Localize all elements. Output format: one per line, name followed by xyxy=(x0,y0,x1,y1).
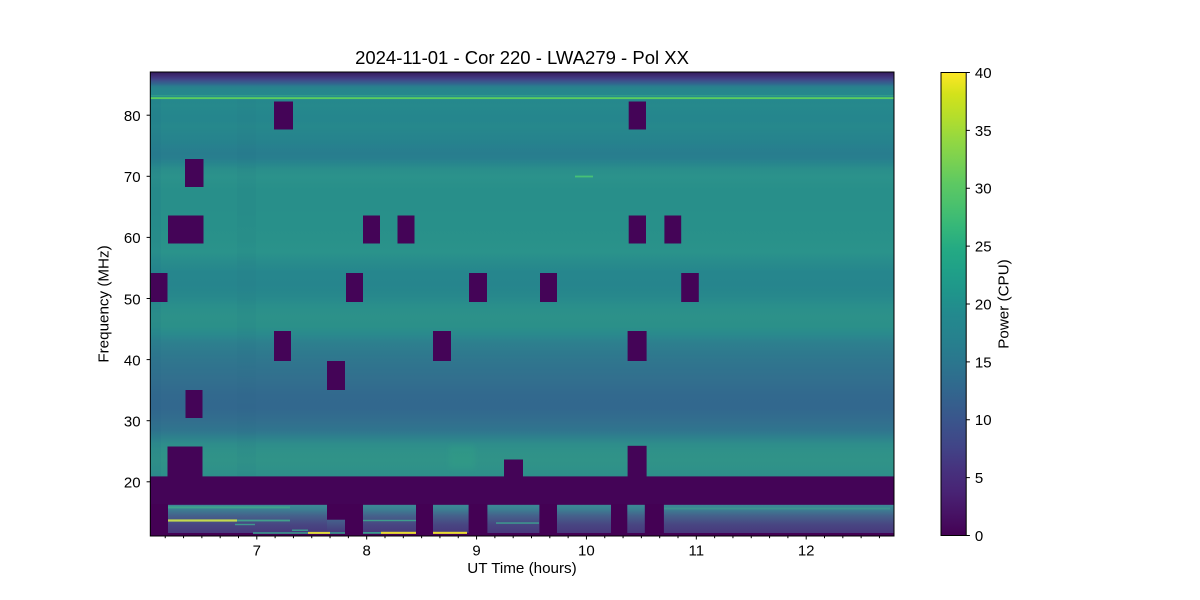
svg-text:70: 70 xyxy=(124,169,141,186)
svg-text:40: 40 xyxy=(124,352,141,369)
svg-text:10: 10 xyxy=(578,542,595,559)
svg-text:Power (CPU): Power (CPU) xyxy=(996,259,1013,348)
svg-text:50: 50 xyxy=(124,291,141,308)
svg-text:20: 20 xyxy=(975,296,992,313)
svg-text:5: 5 xyxy=(975,470,983,487)
svg-text:UT Time (hours): UT Time (hours) xyxy=(467,560,576,577)
svg-text:80: 80 xyxy=(124,108,141,125)
svg-text:12: 12 xyxy=(798,542,815,559)
svg-text:7: 7 xyxy=(253,542,261,559)
svg-text:60: 60 xyxy=(124,230,141,247)
svg-text:20: 20 xyxy=(124,475,141,492)
svg-text:8: 8 xyxy=(363,542,371,559)
svg-text:11: 11 xyxy=(689,542,705,559)
svg-text:2024-11-01 - Cor 220 - LWA279: 2024-11-01 - Cor 220 - LWA279 - Pol XX xyxy=(355,47,689,68)
svg-text:30: 30 xyxy=(975,181,992,198)
svg-text:25: 25 xyxy=(975,239,992,256)
svg-text:30: 30 xyxy=(124,414,141,431)
svg-text:35: 35 xyxy=(975,123,992,140)
svg-text:40: 40 xyxy=(975,65,992,82)
svg-text:15: 15 xyxy=(975,354,992,371)
svg-text:10: 10 xyxy=(975,412,992,429)
svg-text:9: 9 xyxy=(472,542,480,559)
svg-text:Frequency (MHz): Frequency (MHz) xyxy=(95,245,112,362)
svg-text:0: 0 xyxy=(975,528,983,545)
